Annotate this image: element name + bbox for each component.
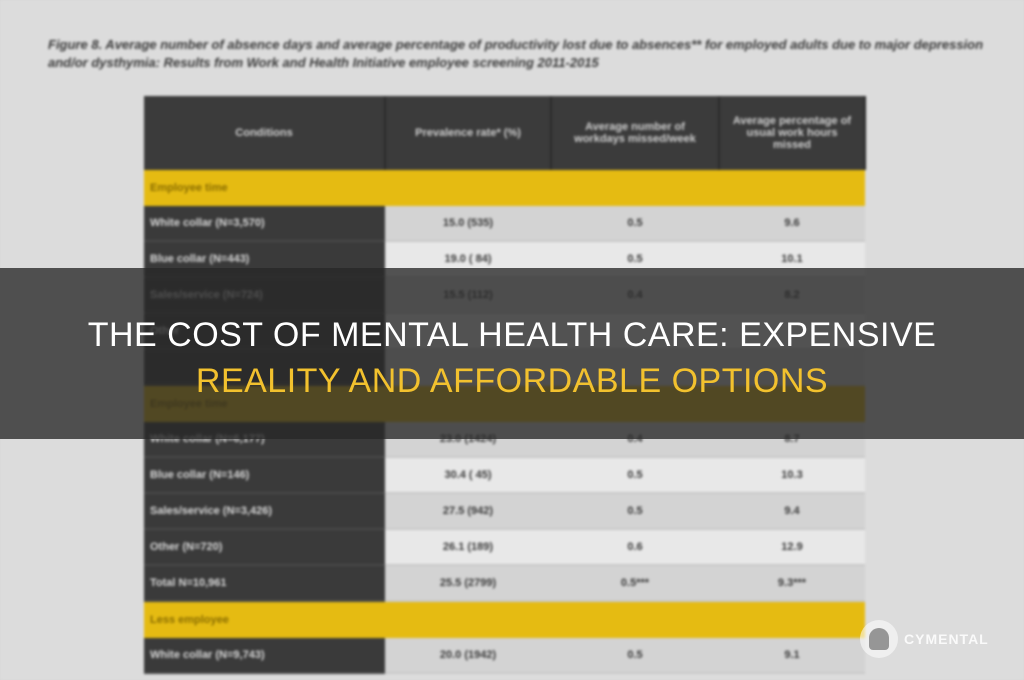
table-group-row: Employee time <box>144 170 865 206</box>
hours-cell: 12.9 <box>719 529 865 566</box>
prevalence-cell: 20.0 (1942) <box>385 638 551 674</box>
hours-cell: 9.6 <box>719 206 865 242</box>
hours-cell: 10.3 <box>719 457 865 494</box>
table-row: White collar (N=3,570) 15.0 (535) 0.5 9.6 <box>144 206 865 242</box>
table-row: Blue collar (N=146) 30.4 ( 45) 0.5 10.3 <box>144 457 865 494</box>
head-profile-icon <box>860 620 898 658</box>
header-prevalence: Prevalence rate* (%) <box>385 96 552 170</box>
workdays-cell: 0.5 <box>551 206 719 242</box>
workdays-cell: 0.5 <box>551 493 719 530</box>
group-label: Less employee <box>144 601 865 638</box>
table-row: White collar (N=9,743) 20.0 (1942) 0.5 9.1 <box>144 638 865 674</box>
prevalence-cell: 27.5 (942) <box>385 493 551 530</box>
prevalence-cell: 15.0 (535) <box>385 206 551 242</box>
prevalence-cell: 30.4 ( 45) <box>385 457 551 494</box>
workdays-cell: 0.5*** <box>551 565 719 602</box>
title-line-1: THE COST OF MENTAL HEALTH CARE: EXPENSIV… <box>87 316 937 354</box>
hours-cell: 9.1 <box>719 638 865 674</box>
condition-cell: White collar (N=3,570) <box>144 206 385 242</box>
prevalence-cell: 26.1 (189) <box>385 529 551 566</box>
group-label: Employee time <box>144 170 865 206</box>
condition-cell: Sales/service (N=3,426) <box>144 493 385 530</box>
figure-caption: Figure 8. Average number of absence days… <box>48 37 984 70</box>
header-hours: Average percentage of usual work hours m… <box>719 96 866 170</box>
header-conditions: Conditions <box>144 96 386 170</box>
condition-cell: White collar (N=9,743) <box>144 638 385 674</box>
title-banner <box>0 268 1024 439</box>
table-row: Other (N=720) 26.1 (189) 0.6 12.9 <box>144 529 865 566</box>
hours-cell: 9.4 <box>719 493 865 530</box>
hours-cell: 9.3*** <box>719 565 865 602</box>
condition-cell: Other (N=720) <box>144 529 385 566</box>
logo-text: CYMENTAL <box>904 631 989 647</box>
header-workdays: Average number of workdays missed/week <box>551 96 720 170</box>
workdays-cell: 0.5 <box>551 457 719 494</box>
workdays-cell: 0.6 <box>551 529 719 566</box>
site-logo: CYMENTAL <box>860 620 989 658</box>
table-row: Total N=10,961 25.5 (2799) 0.5*** 9.3*** <box>144 565 865 602</box>
table-group-row: Less employee <box>144 601 865 638</box>
workdays-cell: 0.5 <box>551 638 719 674</box>
table-header-row: Conditions Prevalence rate* (%) Average … <box>144 96 866 170</box>
condition-cell: Blue collar (N=146) <box>144 457 385 494</box>
prevalence-cell: 25.5 (2799) <box>385 565 551 602</box>
condition-cell: Total N=10,961 <box>144 565 385 602</box>
table-row: Sales/service (N=3,426) 27.5 (942) 0.5 9.4 <box>144 493 865 530</box>
title-line-2: REALITY AND AFFORDABLE OPTIONS <box>195 362 829 400</box>
page-title: THE COST OF MENTAL HEALTH CARE: EXPENSIV… <box>0 312 1024 404</box>
